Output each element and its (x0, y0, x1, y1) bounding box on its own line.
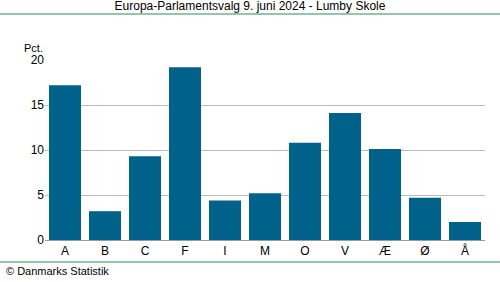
svg-text:C: C (141, 244, 150, 258)
svg-text:0: 0 (37, 233, 44, 247)
svg-text:A: A (61, 244, 69, 258)
svg-text:10: 10 (31, 143, 45, 157)
svg-text:Å: Å (461, 243, 469, 258)
svg-text:O: O (300, 244, 309, 258)
svg-text:Europa-Parlamentsvalg 9. juni: Europa-Parlamentsvalg 9. juni 2024 - Lum… (115, 0, 386, 13)
svg-text:V: V (341, 244, 349, 258)
svg-text:Pct.: Pct. (24, 42, 43, 54)
svg-text:Ø: Ø (420, 244, 429, 258)
svg-text:© Danmarks Statistik: © Danmarks Statistik (6, 265, 109, 277)
svg-text:I: I (223, 244, 226, 258)
svg-text:F: F (181, 244, 188, 258)
svg-text:20: 20 (31, 53, 45, 67)
svg-text:M: M (260, 244, 270, 258)
svg-text:B: B (101, 244, 109, 258)
svg-text:15: 15 (31, 98, 45, 112)
svg-text:Æ: Æ (379, 244, 391, 258)
svg-text:5: 5 (37, 188, 44, 202)
